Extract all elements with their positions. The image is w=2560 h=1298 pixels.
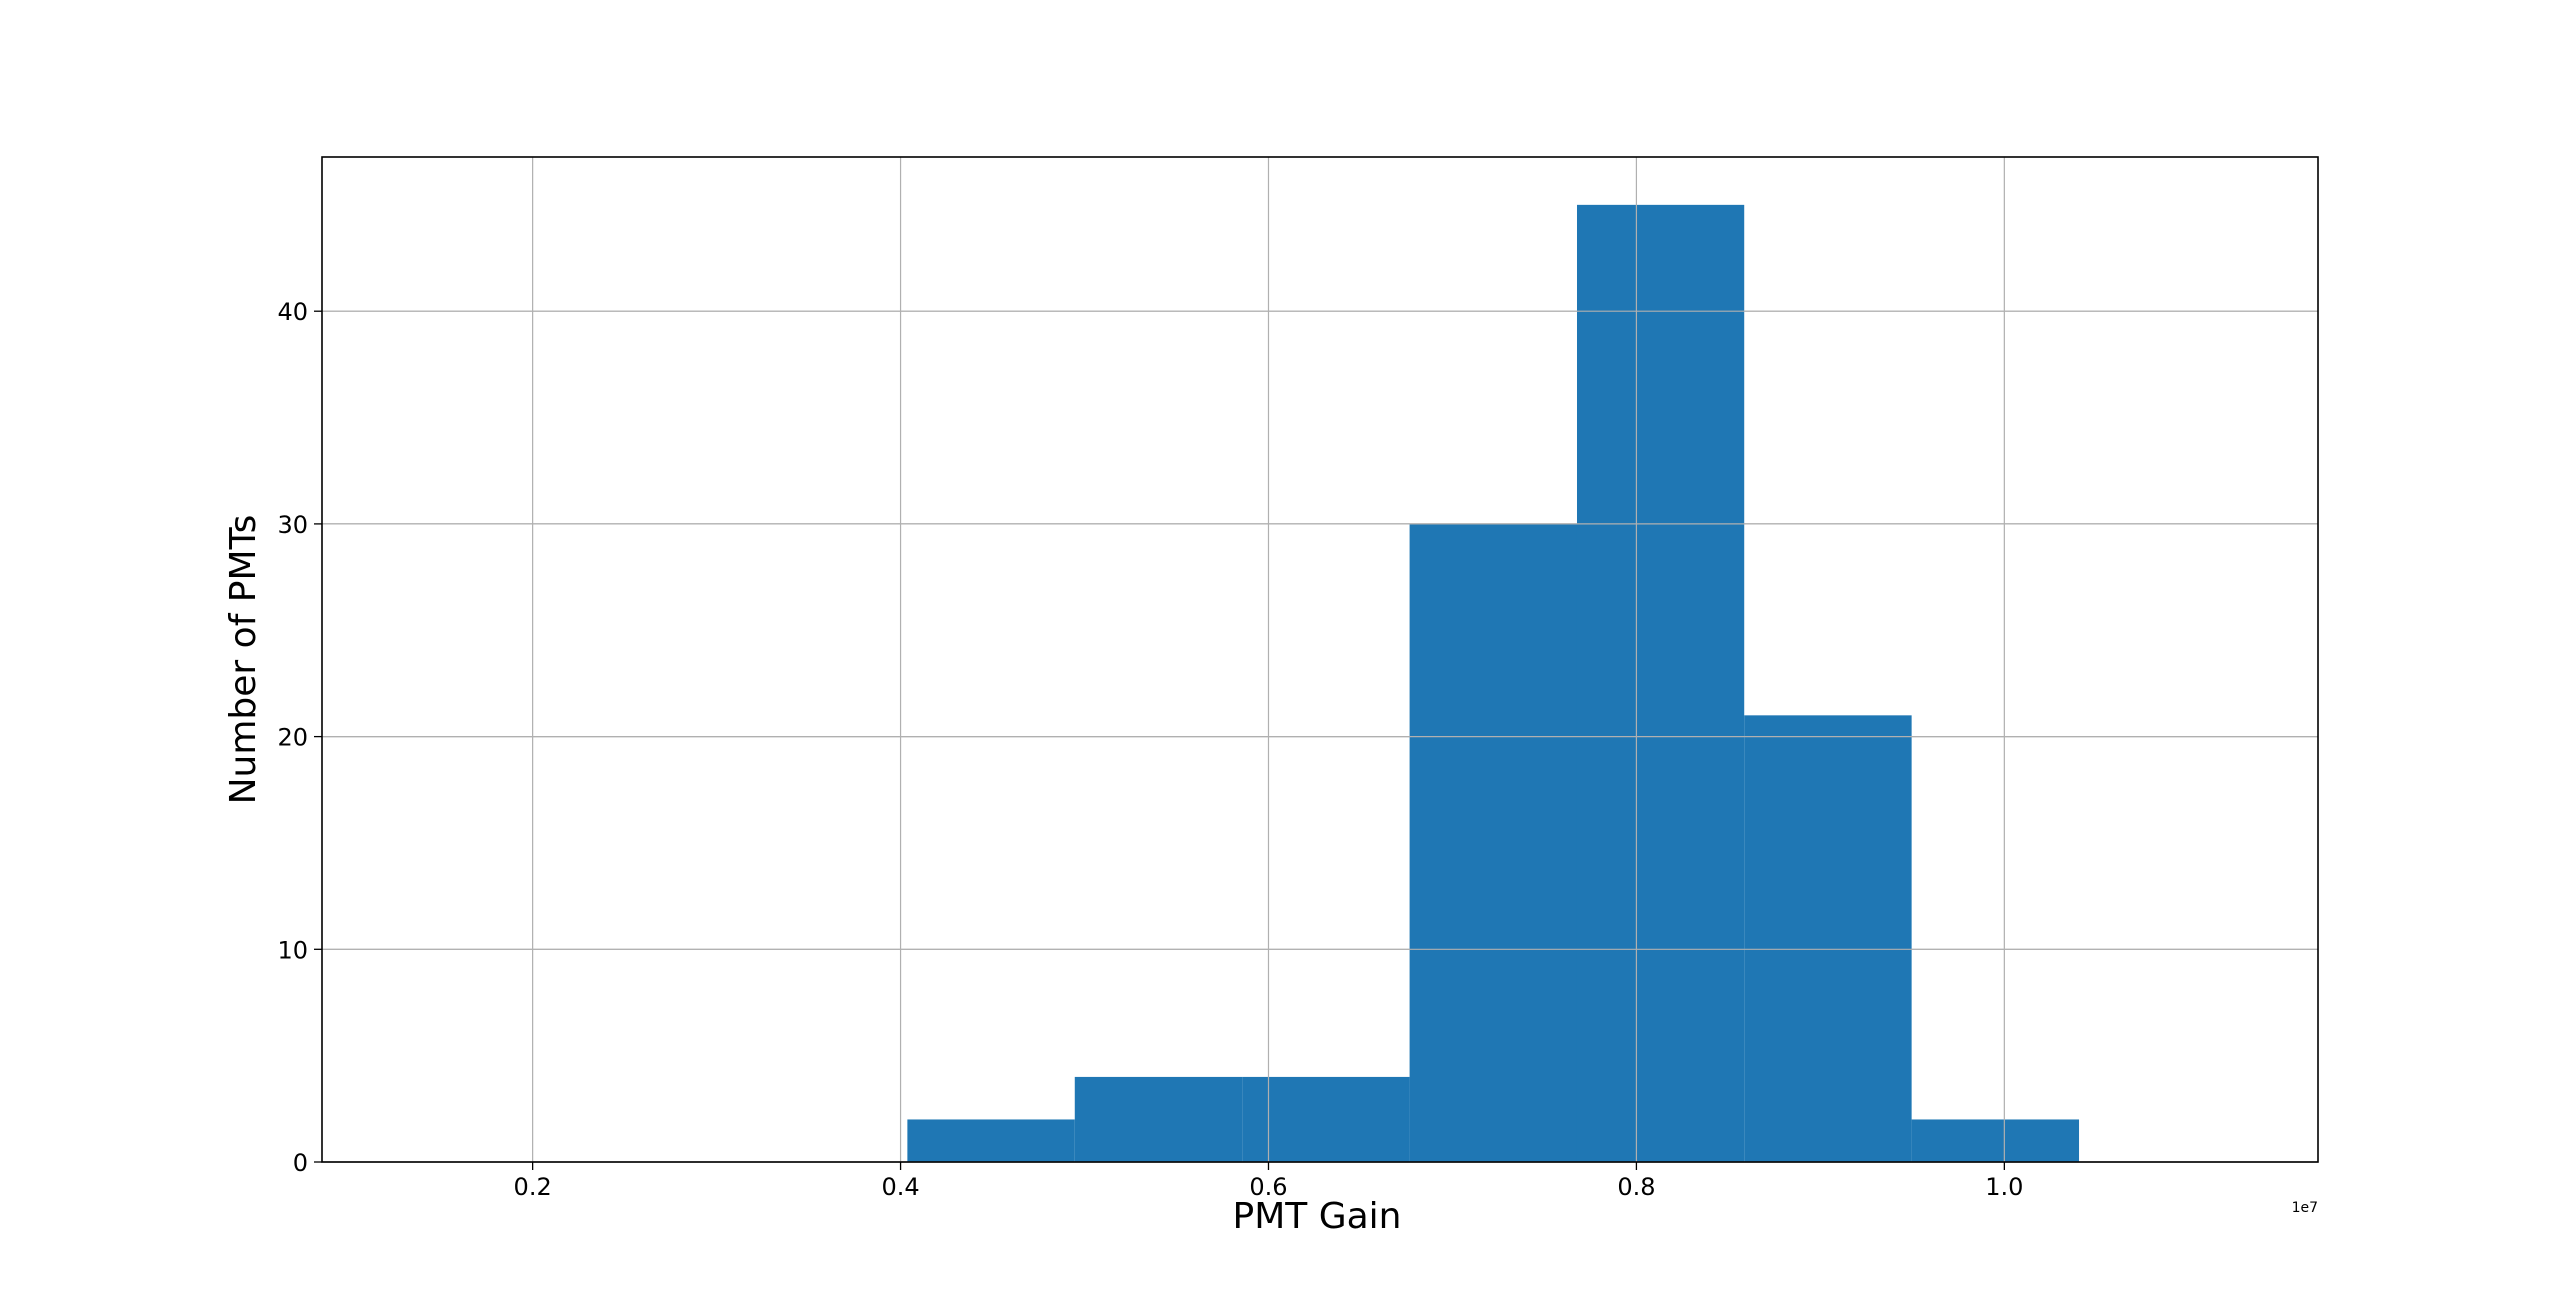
y-tick-label-0: 0 xyxy=(293,1149,308,1177)
y-tick-label-3: 30 xyxy=(277,511,308,539)
x-axis-label: PMT Gain xyxy=(1233,1196,1402,1237)
y-axis-ticks: 0 10 20 30 40 xyxy=(277,298,322,1177)
y-tick-label-2: 20 xyxy=(277,724,308,752)
histogram-bar-6 xyxy=(1911,1119,2080,1162)
histogram-bar-2 xyxy=(1242,1076,1410,1162)
x-axis-offset-label: 1e7 xyxy=(2292,1200,2318,1216)
y-tick-label-4: 40 xyxy=(277,298,308,326)
histogram-bar-1 xyxy=(1074,1076,1243,1162)
histogram-bar-4 xyxy=(1576,204,1745,1162)
x-tick-label-3: 0.8 xyxy=(1617,1173,1655,1201)
y-tick-label-1: 10 xyxy=(277,936,308,964)
histogram-bar-0 xyxy=(907,1119,1075,1162)
histogram-bars xyxy=(907,204,2080,1162)
x-tick-label-2: 0.6 xyxy=(1249,1173,1287,1201)
histogram-bar-5 xyxy=(1744,715,1912,1162)
y-axis-label: Number of PMTs xyxy=(223,515,264,805)
histogram-bar-3 xyxy=(1409,523,1577,1162)
plot-area xyxy=(322,157,2318,1162)
x-tick-label-1: 0.4 xyxy=(881,1173,919,1201)
x-axis-ticks: 0.2 0.4 0.6 0.8 1.0 xyxy=(514,1162,2023,1201)
x-tick-label-0: 0.2 xyxy=(514,1173,552,1201)
plot-frame xyxy=(321,156,2319,1163)
x-tick-label-4: 1.0 xyxy=(1985,1173,2023,1201)
